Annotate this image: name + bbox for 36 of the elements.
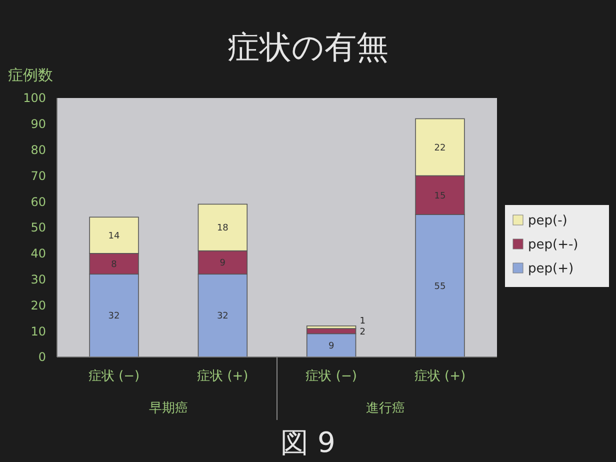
data-label: 9 xyxy=(220,258,226,269)
y-tick-label: 30 xyxy=(30,272,46,286)
y-tick-label: 0 xyxy=(38,350,46,364)
y-tick-label: 90 xyxy=(30,117,46,132)
data-label: 1 xyxy=(360,316,366,326)
data-label: 8 xyxy=(111,260,118,270)
y-tick-label: 20 xyxy=(30,298,46,312)
data-label: 15 xyxy=(434,191,446,202)
text: 早期癌 xyxy=(148,401,188,416)
data-label: 22 xyxy=(434,143,446,154)
y-tick-label: 70 xyxy=(30,168,46,183)
y-tick-label: 50 xyxy=(30,220,46,235)
legend-label: pep(+) xyxy=(528,262,574,277)
data-label: 2 xyxy=(360,327,366,338)
data-label: 32 xyxy=(216,312,228,322)
x-tick-label: 症状 (−) xyxy=(88,369,140,384)
x-tick-label: 症状 (−) xyxy=(306,369,357,384)
caption: 図 9 xyxy=(280,426,336,459)
data-label: 55 xyxy=(434,282,446,292)
y-axis-title: 症例数 xyxy=(8,66,53,84)
legend-label: pep(-) xyxy=(528,214,568,229)
y-tick-label: 10 xyxy=(30,324,46,338)
data-label: 9 xyxy=(328,341,334,352)
data-label: 32 xyxy=(108,312,120,322)
x-tick-label: 症状 (+) xyxy=(414,369,466,384)
bar xyxy=(306,333,356,358)
y-tick-label: 80 xyxy=(30,143,46,157)
y-tick-label: 40 xyxy=(30,246,46,261)
data-label: 14 xyxy=(108,231,120,242)
data-label: 18 xyxy=(216,224,229,234)
y-tick-label: 100 xyxy=(23,91,46,106)
legend-label: pep(+-) xyxy=(528,238,578,253)
y-tick-label: 60 xyxy=(30,194,46,209)
text: 進行癌 xyxy=(366,401,406,416)
x-tick-label: 症状 (+) xyxy=(197,369,248,384)
chart-title: 症状の有無 xyxy=(228,28,388,66)
